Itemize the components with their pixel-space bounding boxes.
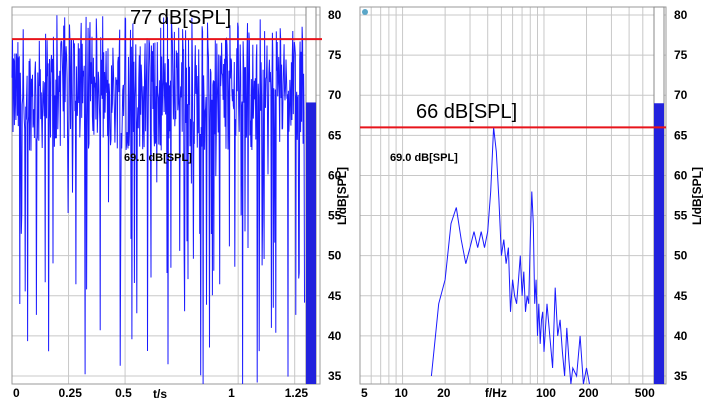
right-x-tick-label: 5 [361, 386, 368, 400]
right-x-tick-label: 200 [579, 386, 599, 400]
left-limit-label: 77 dB[SPL] [130, 7, 231, 29]
right-x-axis-title: f/Hz [485, 386, 507, 400]
left-y-ticks: 80 75 70 65 60 55 50 45 40 35 [328, 8, 342, 383]
left-y-tick-label: 65 [328, 128, 342, 142]
right-y-tick-label: 55 [674, 209, 688, 223]
right-y-tick-label: 40 [674, 329, 688, 343]
right-x-tick-label: 500 [635, 386, 655, 400]
right-y-tick-label: 50 [674, 249, 688, 263]
right-level-label: 69.0 dB[SPL] [390, 152, 458, 164]
right-y-axis-title: L/dB[SPL] [690, 167, 703, 225]
left-x-tick-label: 0.5 [115, 386, 132, 400]
left-x-tick-label: 0 [13, 386, 20, 400]
cursor-handle-icon[interactable] [362, 9, 368, 15]
spectrum-trace [430, 127, 590, 385]
right-y-ticks: 80 75 70 65 60 55 50 45 40 35 [674, 8, 688, 383]
spectrum-chart: 66 dB[SPL] 69.0 dB[SPL] 80 75 70 65 60 55 50 45… [359, 6, 703, 400]
right-y-tick-label: 45 [674, 289, 688, 303]
left-x-tick-label: 1 [228, 386, 235, 400]
right-y-tick-label: 60 [674, 168, 688, 182]
right-limit-label: 66 dB[SPL] [416, 101, 517, 123]
time-signal-panel: 77 dB[SPL] 69.1 dB[SPL] 80 75 70 65 60 55 50 45… [0, 0, 352, 402]
left-y-tick-label: 80 [328, 8, 342, 22]
right-x-tick-label: 10 [395, 386, 409, 400]
left-x-tick-label: 0.25 [59, 386, 83, 400]
right-x-tick-label: 100 [536, 386, 556, 400]
left-level-label: 69.1 dB[SPL] [124, 152, 192, 164]
spectrum-panel: 66 dB[SPL] 69.0 dB[SPL] 80 75 70 65 60 55 50 45… [352, 0, 703, 402]
left-y-tick-label: 35 [328, 369, 342, 383]
right-level-bar [654, 103, 664, 385]
left-y-axis-title: L/dB[SPL] [335, 167, 349, 225]
left-x-tick-label: 1.25 [285, 386, 309, 400]
left-y-tick-label: 40 [328, 329, 342, 343]
left-y-tick-label: 60 [328, 168, 342, 182]
left-level-bar [306, 102, 316, 385]
right-y-tick-label: 35 [674, 369, 688, 383]
right-y-tick-label: 80 [674, 8, 688, 22]
time-signal-chart: 77 dB[SPL] 69.1 dB[SPL] 80 75 70 65 60 55 50 45… [11, 6, 349, 401]
right-y-tick-label: 75 [674, 48, 688, 62]
left-plot-frame [11, 6, 321, 385]
right-grid [359, 7, 666, 384]
right-y-tick-label: 70 [674, 88, 688, 102]
left-y-tick-label: 55 [328, 209, 342, 223]
left-y-tick-label: 70 [328, 88, 342, 102]
right-y-tick-label: 65 [674, 128, 688, 142]
left-x-ticks: 0 0.25 0.5 1 1.25 [13, 386, 308, 400]
time-signal-trace [11, 15, 305, 385]
right-x-ticks: 5 10 20 100 200 500 f/Hz [361, 386, 655, 400]
right-plot-frame [359, 6, 667, 385]
left-y-tick-label: 45 [328, 289, 342, 303]
left-y-tick-label: 75 [328, 48, 342, 62]
right-x-tick-label: 20 [437, 386, 451, 400]
left-y-tick-label: 50 [328, 249, 342, 263]
left-x-axis-title: t/s [153, 387, 167, 401]
